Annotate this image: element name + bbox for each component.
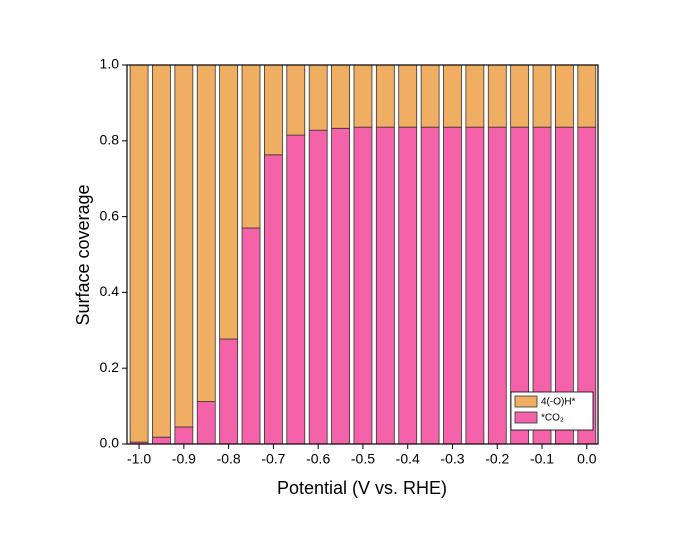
legend-swatch — [514, 395, 538, 408]
y-tick-label: 0.4 — [100, 283, 120, 299]
bar-segment — [510, 64, 530, 128]
bar-segment — [152, 436, 171, 445]
x-tick-label: -0.6 — [306, 451, 330, 467]
bar-segment — [353, 126, 373, 445]
bar-segment — [174, 64, 194, 428]
legend-label: *CO₂ — [541, 413, 564, 424]
bar-segment — [443, 64, 462, 128]
x-tick-label: -0.4 — [396, 451, 420, 467]
bar-segment — [196, 401, 216, 445]
x-tick-label: -0.7 — [261, 451, 285, 467]
bar-segment — [398, 126, 418, 445]
y-tick-label: 1.0 — [100, 56, 120, 72]
bar-segment — [555, 64, 574, 128]
bar-segment — [308, 129, 328, 445]
bar-segment — [174, 426, 194, 445]
bar-segment — [219, 64, 239, 340]
bar-segment — [465, 126, 485, 445]
bar-segment — [353, 64, 373, 128]
x-tick-label: 0.0 — [577, 451, 597, 467]
x-tick-label: -0.2 — [485, 451, 509, 467]
x-tick-label: -0.8 — [217, 451, 241, 467]
bar-segment — [286, 134, 306, 445]
bar-segment — [577, 64, 597, 128]
bar-segment — [286, 64, 306, 136]
x-tick-label: -1.0 — [127, 451, 151, 467]
bar-segment — [487, 64, 507, 128]
bar-segment — [532, 64, 552, 128]
y-tick-label: 0.2 — [100, 359, 120, 375]
bar-segment — [264, 64, 283, 156]
bar-segment — [241, 64, 261, 229]
bar-segment — [331, 64, 350, 129]
bar-segment — [264, 154, 283, 445]
bar-segment — [219, 338, 239, 445]
x-tick-label: -0.3 — [440, 451, 464, 467]
y-tick-label: 0.6 — [100, 207, 120, 223]
y-tick-label: 0.0 — [100, 435, 120, 451]
bar-segment — [465, 64, 485, 128]
bar-segment — [487, 126, 507, 445]
bar-segment — [375, 64, 395, 128]
bar-segment — [443, 126, 462, 445]
bar-segment — [375, 126, 395, 445]
bar-segment — [420, 126, 440, 445]
bar-segment — [331, 127, 350, 445]
legend-swatch — [514, 411, 538, 424]
x-axis-title: Potential (V vs. RHE) — [277, 478, 447, 498]
bar-segment — [398, 64, 418, 128]
y-tick-label: 0.8 — [100, 132, 120, 148]
x-tick-label: -0.1 — [530, 451, 554, 467]
x-tick-label: -0.9 — [172, 451, 196, 467]
bar-segment — [420, 64, 440, 128]
legend-label: 4(-O)H* — [541, 397, 576, 408]
bar-segment — [129, 64, 149, 443]
bar-segment — [241, 227, 261, 445]
bar-segment — [152, 64, 171, 438]
y-axis-title: Surface coverage — [73, 184, 93, 325]
x-tick-label: -0.5 — [351, 451, 375, 467]
bar-segment — [308, 64, 328, 131]
bar-segment — [196, 64, 216, 402]
